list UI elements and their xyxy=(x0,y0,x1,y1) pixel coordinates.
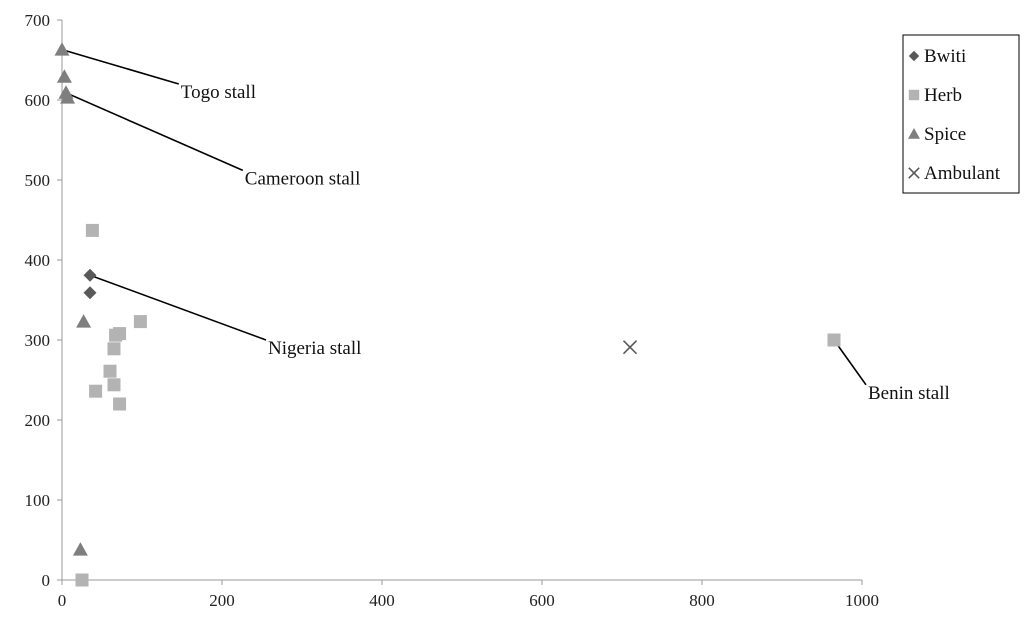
annotation-leader-line xyxy=(61,48,180,85)
bwiti-point xyxy=(83,268,97,282)
x-tick-label: 800 xyxy=(689,591,715,610)
annotation-label: Togo stall xyxy=(181,82,256,103)
herb-point xyxy=(75,573,89,587)
herb-point xyxy=(113,327,127,341)
y-tick-label: 0 xyxy=(42,571,51,590)
y-tick-label: 600 xyxy=(25,91,51,110)
y-tick-label: 400 xyxy=(25,251,51,270)
annotation-leader-line xyxy=(65,92,244,172)
herb-point xyxy=(827,333,841,347)
annotation-label: Cameroon stall xyxy=(245,168,361,189)
annotation-leader-line xyxy=(833,339,867,386)
y-tick-label: 200 xyxy=(25,411,51,430)
legend-entry-label: Spice xyxy=(924,124,966,145)
y-tick-label: 500 xyxy=(25,171,51,190)
legend-herb-marker xyxy=(908,89,920,101)
herb-point xyxy=(103,364,117,378)
annotations: Togo stall Cameroon stall Nigeria stall Ben… xyxy=(61,48,950,404)
x-tick-label: 200 xyxy=(209,591,235,610)
spice-point xyxy=(60,90,76,104)
bwiti-point xyxy=(83,286,97,300)
x-tick-label: 1000 xyxy=(845,591,879,610)
x-tick-label: 600 xyxy=(529,591,555,610)
x-tick-label: 0 xyxy=(58,591,67,610)
y-tick-label: 300 xyxy=(25,331,51,350)
legend-entry-label: Herb xyxy=(924,85,962,106)
annotation-label: Nigeria stall xyxy=(268,338,361,359)
herb-point xyxy=(113,397,127,411)
legend-ambulant-marker-stroke xyxy=(908,167,920,179)
spice-point xyxy=(72,542,88,556)
annotation-leader-line xyxy=(89,274,267,341)
y-tick-label: 100 xyxy=(25,491,51,510)
herb-point xyxy=(107,342,121,356)
herb-point xyxy=(133,315,147,329)
legend-ambulant-marker xyxy=(908,167,920,179)
annotation-label: Benin stall xyxy=(868,383,950,404)
legend-bwiti-marker xyxy=(908,50,920,62)
herb-point xyxy=(107,378,121,392)
legend-spice-marker xyxy=(908,128,920,139)
legend-entry-label: Bwiti xyxy=(924,46,966,67)
y-tick-label: 700 xyxy=(25,11,51,30)
ambulant-point-stroke xyxy=(622,340,638,355)
x-tick-label: 400 xyxy=(369,591,395,610)
legend-entry-label: Ambulant xyxy=(924,163,1001,184)
ambulant-point xyxy=(622,340,638,355)
spice-point xyxy=(76,314,92,328)
spice-point xyxy=(54,42,70,56)
herb-point xyxy=(89,384,103,398)
legend: Bwiti Herb Spice Ambulant xyxy=(902,34,1020,194)
axes: 0 200 400 600 800 1000 0 100 200 300 400 500 600 700 xyxy=(25,11,880,610)
legend-box xyxy=(902,34,1020,194)
herb-point xyxy=(85,223,99,237)
spice-point xyxy=(56,69,72,83)
data-points xyxy=(54,42,841,587)
